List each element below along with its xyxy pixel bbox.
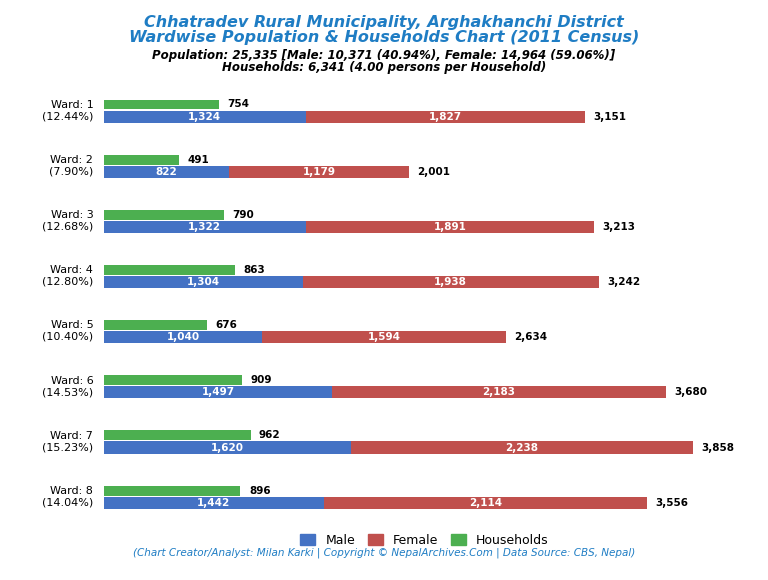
Text: 822: 822 xyxy=(156,167,177,177)
Bar xyxy=(104,331,263,343)
Bar xyxy=(263,331,506,343)
Text: 1,442: 1,442 xyxy=(197,498,230,508)
Bar xyxy=(104,430,250,440)
Text: 2,114: 2,114 xyxy=(468,498,502,508)
Bar xyxy=(104,210,224,220)
Text: 1,938: 1,938 xyxy=(434,277,467,287)
Text: 1,040: 1,040 xyxy=(167,332,200,342)
Bar xyxy=(104,155,179,165)
Text: Population: 25,335 [Male: 10,371 (40.94%), Female: 14,964 (59.06%)]: Population: 25,335 [Male: 10,371 (40.94%… xyxy=(152,49,616,61)
Text: 3,151: 3,151 xyxy=(593,111,626,122)
Text: Chhatradev Rural Municipality, Arghakhanchi District: Chhatradev Rural Municipality, Arghakhan… xyxy=(144,14,624,30)
Text: 2,238: 2,238 xyxy=(505,443,538,452)
Bar xyxy=(104,221,306,233)
Text: 676: 676 xyxy=(215,320,237,330)
Bar xyxy=(306,111,584,123)
Text: 3,680: 3,680 xyxy=(674,387,707,397)
Legend: Male, Female, Households: Male, Female, Households xyxy=(296,529,553,552)
Text: 1,827: 1,827 xyxy=(429,111,462,122)
Text: Households: 6,341 (4.00 persons per Household): Households: 6,341 (4.00 persons per Hous… xyxy=(222,61,546,74)
Bar xyxy=(104,485,240,495)
Text: (Chart Creator/Analyst: Milan Karki | Copyright © NepalArchives.Com | Data Sourc: (Chart Creator/Analyst: Milan Karki | Co… xyxy=(133,548,635,558)
Text: 2,001: 2,001 xyxy=(418,167,451,177)
Bar xyxy=(104,386,333,398)
Text: 2,183: 2,183 xyxy=(482,387,515,397)
Text: 1,594: 1,594 xyxy=(368,332,401,342)
Text: 1,891: 1,891 xyxy=(433,222,466,232)
Bar xyxy=(104,265,236,275)
Text: 1,620: 1,620 xyxy=(211,443,244,452)
Bar xyxy=(306,221,594,233)
Bar xyxy=(104,111,306,123)
Bar xyxy=(104,375,243,385)
Text: 3,556: 3,556 xyxy=(655,498,688,508)
Text: 3,213: 3,213 xyxy=(603,222,636,232)
Text: 790: 790 xyxy=(233,210,254,220)
Bar xyxy=(104,276,303,288)
Bar xyxy=(324,496,647,509)
Text: 1,179: 1,179 xyxy=(303,167,336,177)
Text: 896: 896 xyxy=(249,485,270,495)
Text: 909: 909 xyxy=(251,375,273,385)
Bar xyxy=(333,386,666,398)
Text: 1,324: 1,324 xyxy=(188,111,221,122)
Text: 754: 754 xyxy=(227,100,249,110)
Bar xyxy=(104,441,351,454)
Text: 2,634: 2,634 xyxy=(515,332,548,342)
Bar xyxy=(229,166,409,178)
Text: 1,304: 1,304 xyxy=(187,277,220,287)
Text: 491: 491 xyxy=(187,155,209,165)
Bar xyxy=(104,100,219,110)
Text: Wardwise Population & Households Chart (2011 Census): Wardwise Population & Households Chart (… xyxy=(129,30,639,45)
Bar xyxy=(104,496,324,509)
Bar xyxy=(351,441,693,454)
Text: 863: 863 xyxy=(244,265,266,275)
Bar xyxy=(104,166,229,178)
Text: 962: 962 xyxy=(259,430,280,440)
Text: 3,242: 3,242 xyxy=(607,277,641,287)
Text: 3,858: 3,858 xyxy=(701,443,734,452)
Bar xyxy=(303,276,599,288)
Bar xyxy=(104,320,207,330)
Text: 1,322: 1,322 xyxy=(188,222,221,232)
Text: 1,497: 1,497 xyxy=(201,387,234,397)
